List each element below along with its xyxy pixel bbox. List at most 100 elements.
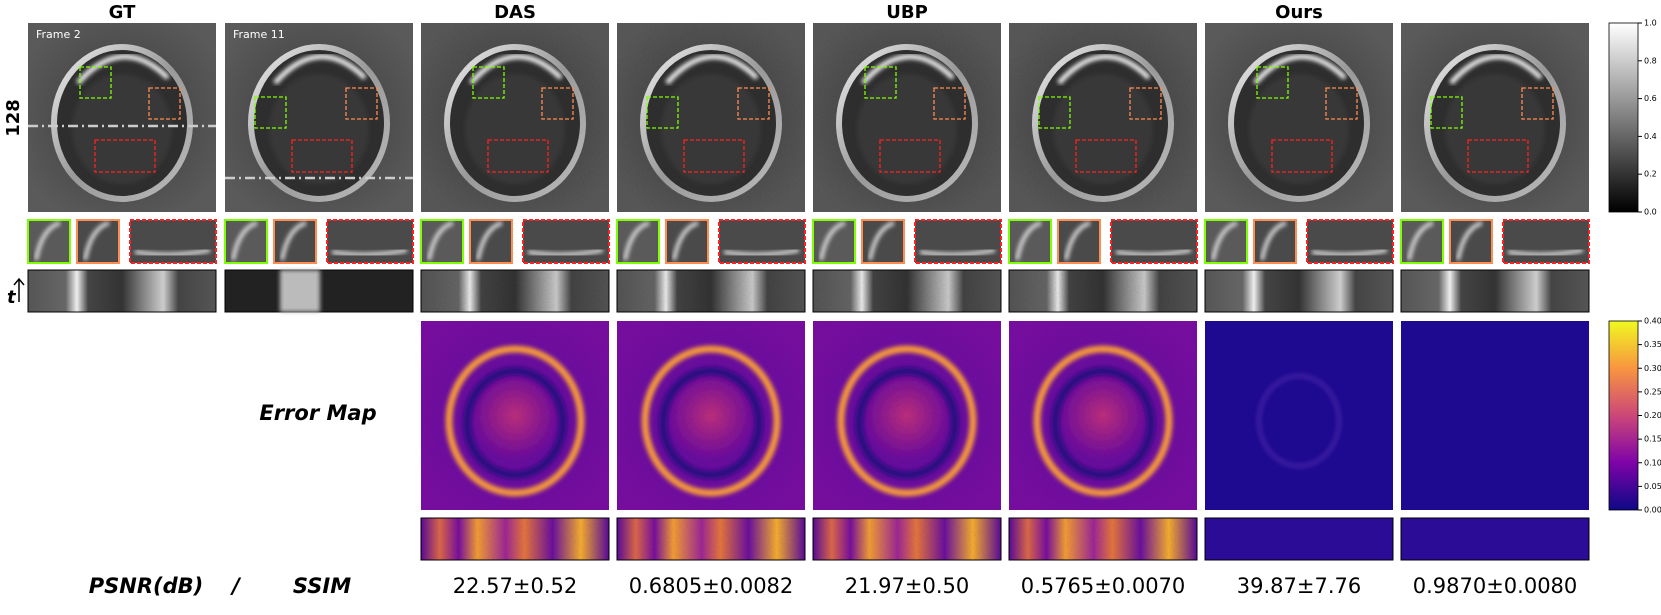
crop-detail [1064,221,1091,261]
crop [616,219,660,264]
zoom-box-red [683,139,745,173]
image-panel [421,23,609,212]
bright-arc [273,54,367,85]
zoom-box-orange [148,87,181,120]
vessel-inner [465,74,565,184]
zoom-box-green [1256,66,1289,99]
crop [1253,219,1297,264]
zoom-box-green [79,66,112,99]
metric-label: PSNR(dB) [89,574,204,598]
error-map [1401,321,1589,510]
crop [1008,219,1052,264]
colorbar-tick-label: 0.8 [1644,56,1657,65]
crop-detail [331,248,408,257]
crop-detail [819,221,846,261]
crop-detail [1211,221,1238,261]
colorbar-tick-label: 0.15 [1644,435,1661,444]
crop-detail [280,221,307,261]
metric-value: 0.6805±0.0082 [629,574,794,598]
crop [420,219,464,264]
error-ring [641,345,781,497]
column-title: GT [109,2,136,23]
crop [1057,219,1101,264]
time-label: t [7,287,17,308]
crop [76,219,120,264]
crop [861,219,905,264]
colorbar-tick-label: 0.40 [1644,317,1661,326]
error-strip [420,517,610,561]
zoom-box-green [646,96,679,129]
crop-detail [1311,248,1388,257]
crop-detail [723,248,800,257]
error-ring-faint [1256,373,1342,469]
bright-arc [469,54,563,85]
zoom-box-green [1430,96,1463,129]
crop [1306,219,1394,264]
zoom-box-red [94,139,156,173]
crop [469,219,513,264]
crop [326,219,414,264]
colorbar-tick-label: 0.30 [1644,364,1661,373]
crop-detail [231,221,258,261]
zoom-box-orange [1325,87,1358,120]
temporal-strip [1400,269,1590,313]
vessel-inner [857,74,957,184]
metric-value: 39.87±7.76 [1237,574,1361,598]
vessel-inner [72,74,172,184]
error-strip [1204,517,1394,561]
zoom-box-red [1467,139,1529,173]
metric-value: 21.97±0.50 [845,574,969,598]
crop-detail [1015,221,1042,261]
crop [1400,219,1444,264]
bright-arc [76,54,170,85]
crop [1110,219,1198,264]
zoom-box-green [472,66,505,99]
vessel-inner [1445,74,1545,184]
crop-detail [1407,221,1434,261]
crop-detail [1115,248,1192,257]
zoom-box-orange [737,87,770,120]
error-strip [812,517,1002,561]
colorbar-tick-label: 0.25 [1644,387,1661,396]
colorbar-tick-label: 0.4 [1644,132,1657,141]
panels: GT DAS UBP Ours 128 t Frame 2 Frame 11 Error Map… [3,2,1661,598]
image-panel [813,23,1001,212]
vessel-inner [1249,74,1349,184]
temporal-strip [27,269,217,313]
crop [665,219,709,264]
crop [914,219,1002,264]
zoom-box-green [1038,96,1071,129]
crop-detail [672,221,699,261]
crop-detail [868,221,895,261]
crop-detail [34,221,61,261]
zoom-box-orange [345,87,378,120]
row-label: 128 [3,99,24,137]
zoom-box-green [864,66,897,99]
metric-label: / [229,574,242,598]
crop-detail [1456,221,1483,261]
error-ring-inner [855,367,959,479]
bright-arc [1253,54,1347,85]
crop-detail [1260,221,1287,261]
error-map-label: Error Map [259,401,376,425]
column-title: Ours [1275,2,1323,23]
crop [1204,219,1248,264]
colorbar [1608,22,1639,213]
crop [273,219,317,264]
zoom-box-orange [541,87,574,120]
crop [224,219,268,264]
frame-label: Frame 11 [233,28,285,41]
crop-detail [919,248,996,257]
colorbar-tick-label: 0.2 [1644,170,1657,179]
colorbar [1608,320,1639,511]
error-ring [1033,345,1173,497]
crop [1502,219,1590,264]
bright-arc [1057,54,1151,85]
temporal-strip [1008,269,1198,313]
colorbar-tick-label: 0.0 [1644,208,1657,217]
crop [522,219,610,264]
colorbar-tick-label: 1.0 [1644,19,1657,28]
zoom-box-green [254,96,287,129]
zoom-box-red [487,139,549,173]
